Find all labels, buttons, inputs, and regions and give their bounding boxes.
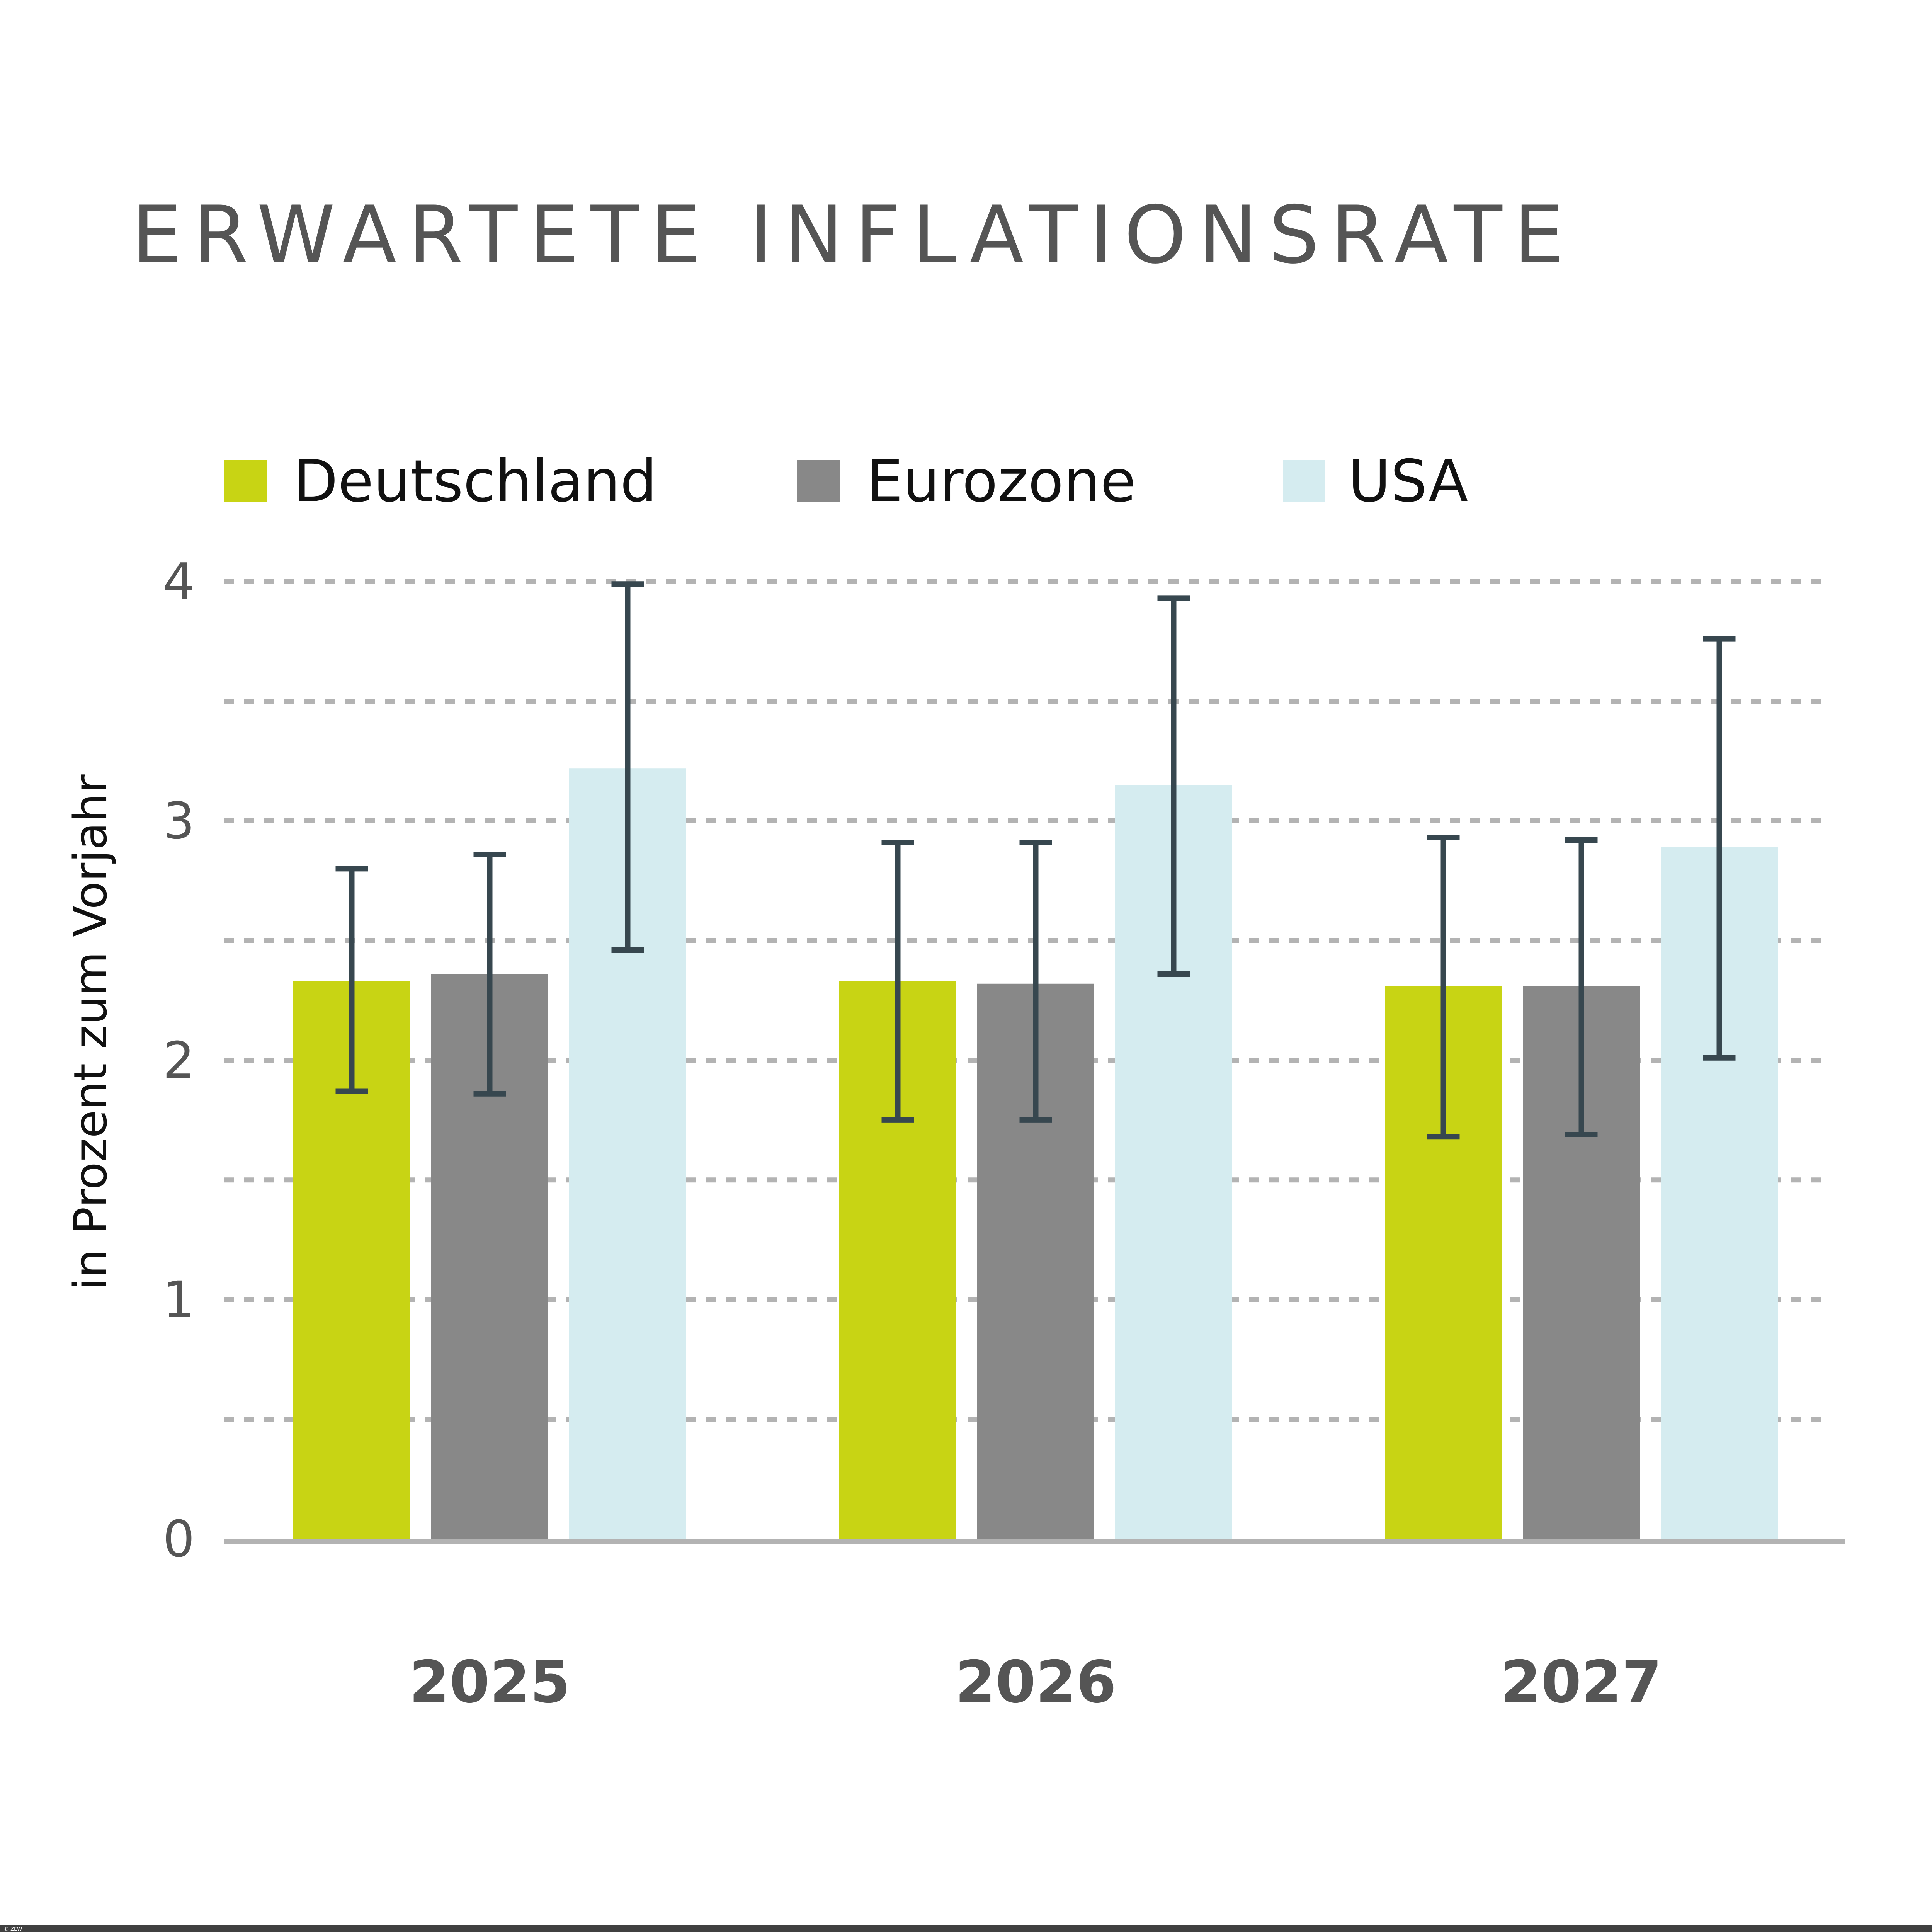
legend-label-usa: USA	[1348, 448, 1468, 515]
y-tick-label: 2	[163, 1031, 195, 1090]
footer-copyright: © ZEW	[4, 1927, 22, 1932]
chart-title: ERWARTETE INFLATIONSRATE	[132, 189, 1575, 281]
legend-label-eurozone: Eurozone	[866, 448, 1136, 515]
x-tick-labels: 2025 2026 2027	[409, 1649, 1662, 1716]
x-tick-label: 2025	[409, 1649, 570, 1716]
legend: Deutschland Eurozone USA	[224, 448, 1468, 515]
y-tick-label: 0	[163, 1510, 195, 1568]
y-tick-label: 4	[163, 552, 195, 611]
y-tick-label: 1	[163, 1270, 195, 1329]
y-axis-label: in Prozent zum Vorjahr	[64, 774, 117, 1291]
legend-swatch-eurozone	[797, 460, 840, 502]
x-tick-label: 2027	[1501, 1649, 1662, 1716]
footer-bar	[0, 1925, 1932, 1932]
legend-label-deutschland: Deutschland	[293, 448, 657, 515]
legend-swatch-usa	[1283, 460, 1325, 502]
error-bars	[335, 581, 1736, 1140]
y-tick-labels: 0 1 2 3 4	[163, 552, 195, 1568]
legend-swatch-deutschland	[224, 460, 267, 502]
y-tick-label: 3	[163, 792, 195, 850]
x-tick-label: 2026	[955, 1649, 1116, 1716]
